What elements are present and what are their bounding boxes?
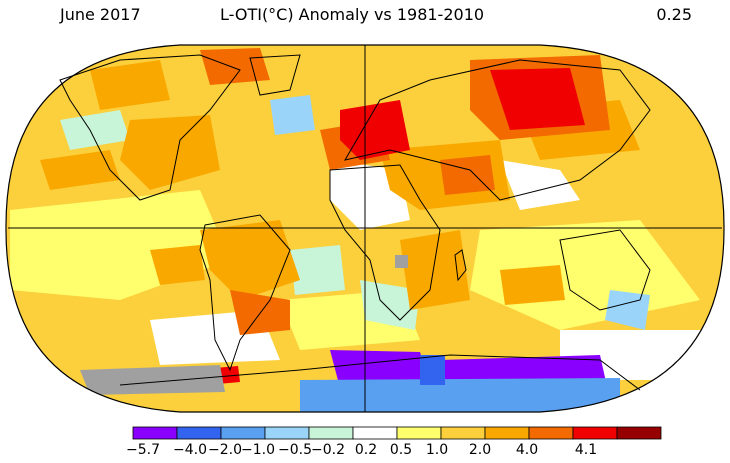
legend-tick-label: 4.1 [575,442,597,458]
legend-tick-label: 4.0 [516,442,538,458]
legend-tick-label: 0.5 [390,442,412,458]
legend-tick-label: 2.0 [469,442,491,458]
legend-swatch [396,426,442,440]
global-mean-value: 0.25 [656,5,692,24]
legend-tick-label: −0.5 [278,442,312,458]
legend-swatch [484,426,530,440]
legend-swatch [616,426,662,440]
coastlines [59,54,651,391]
legend-swatch [264,426,310,440]
legend-swatch [132,426,178,440]
legend-tick-label: −4.0 [173,442,207,458]
legend-swatch [528,426,574,440]
legend-swatch [220,426,266,440]
grid-lines [8,45,722,412]
legend-tick-label: −1.0 [241,442,275,458]
legend-swatch [176,426,222,440]
globe-outline [5,44,725,413]
legend-tick-label: 0.2 [355,442,377,458]
legend-swatch [308,426,354,440]
date-label: June 2017 [60,5,141,24]
legend-tick-label: −5.7 [126,442,160,458]
legend-tick-label: 1.0 [426,442,448,458]
legend-tick-label: −0.2 [311,442,345,458]
legend-swatch [440,426,486,440]
legend-swatch [352,426,398,440]
legend-tick-label: −2.0 [208,442,242,458]
map-title: L-OTI(°C) Anomaly vs 1981-2010 [220,5,485,24]
legend-swatch [572,426,618,440]
